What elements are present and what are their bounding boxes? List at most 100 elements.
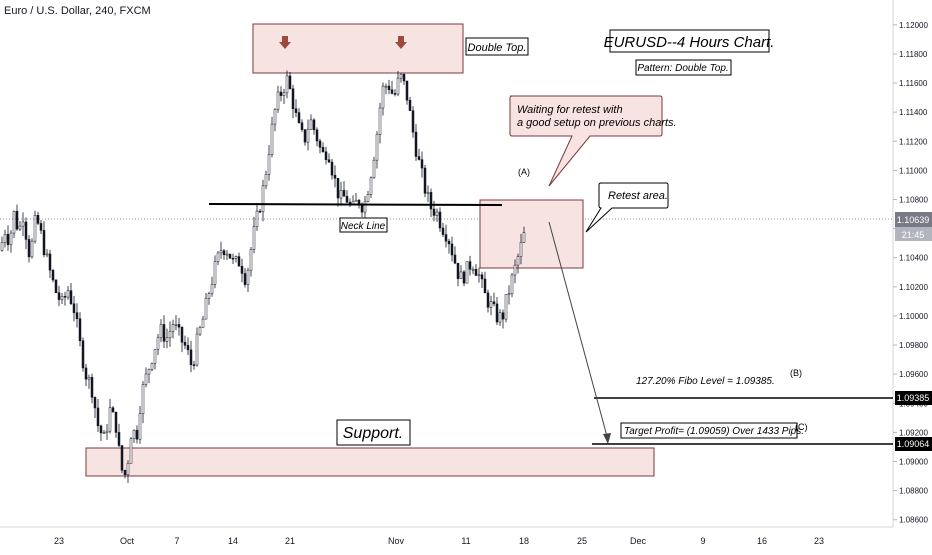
retest-callout: [585, 182, 669, 233]
candle-bull: [138, 413, 142, 440]
candle-bear: [63, 296, 67, 298]
candle-bear: [453, 254, 457, 264]
price-tick-label: 1.11400: [899, 108, 928, 117]
candle-bear: [423, 167, 427, 194]
candle-bear: [228, 253, 232, 259]
candle-bull: [150, 363, 154, 370]
candle-bear: [402, 73, 406, 82]
candle-bear: [222, 250, 226, 256]
price-tick-label: 1.09200: [899, 428, 928, 437]
candle-bear: [411, 110, 415, 133]
candle-bull: [45, 253, 49, 256]
candle-bear: [48, 253, 52, 271]
candle-bull: [159, 324, 163, 339]
neck-line[interactable]: [208, 203, 503, 206]
waiting-line-2: a good setup on previous charts.: [517, 117, 677, 129]
candle-bull: [66, 290, 70, 298]
candle-bull: [459, 271, 463, 279]
time-tick-label: 11: [461, 536, 470, 546]
candle-bull: [249, 249, 253, 271]
candle-bear: [120, 445, 124, 471]
candle-bull: [210, 283, 214, 294]
candle-bear: [360, 204, 364, 213]
price-tick-label: 1.12000: [899, 21, 928, 30]
candle-bear: [333, 174, 337, 179]
time-tick-label: 7: [174, 536, 179, 546]
price-tick-label: 1.10800: [899, 196, 928, 205]
support-label: Support.: [343, 425, 403, 442]
price-tick-label: 1.11600: [899, 79, 928, 88]
candle-bull: [261, 185, 265, 212]
double-top-label-box: [465, 37, 529, 56]
time-axis[interactable]: 23 Oct 7 14 21 Nov 11 18 25 Dec 9 16 23: [54, 536, 824, 546]
candle-bull: [255, 210, 259, 227]
candle-bear: [36, 215, 40, 224]
candle-bull: [375, 134, 379, 161]
candle-bull: [225, 253, 229, 256]
candle-bear: [480, 274, 484, 280]
candle-bear: [81, 340, 85, 369]
candle-bull: [354, 199, 358, 202]
price-scale-bg[interactable]: [893, 0, 932, 550]
candle-bear: [312, 119, 316, 131]
candle-bear: [123, 470, 127, 476]
candle-bear: [324, 151, 328, 160]
candle-bull: [396, 77, 400, 95]
price-tick-label: 1.10000: [899, 312, 928, 321]
candle-bear: [414, 131, 418, 157]
candle-bear: [303, 129, 307, 143]
projection-arrowhead: [603, 433, 611, 444]
candle-bear: [288, 75, 292, 89]
candle-bear: [408, 99, 412, 111]
candle-bear: [231, 258, 235, 260]
candle-bull: [198, 327, 202, 335]
candle-bull: [219, 250, 223, 254]
time-tick-label: 16: [757, 536, 767, 546]
candle-bull: [435, 211, 439, 216]
candle-bull: [129, 438, 133, 464]
candle-bull: [276, 91, 280, 110]
candle-bear: [345, 196, 349, 203]
candle-bear: [162, 324, 166, 342]
candle-bull: [141, 384, 145, 414]
candle-bear: [393, 93, 397, 95]
candle-bear: [93, 397, 97, 409]
candle-bear: [444, 234, 448, 242]
candle-bull: [60, 296, 64, 300]
candle-bull: [504, 294, 508, 320]
pattern-box: [635, 59, 732, 76]
candle-bear: [258, 210, 262, 213]
candle-bear: [135, 429, 139, 440]
candle-bull: [378, 107, 382, 135]
candle-bear: [111, 407, 115, 413]
candle-bear: [495, 303, 499, 323]
candle-bull: [216, 252, 220, 262]
candle-bull: [234, 256, 238, 259]
time-tick-label: Dec: [630, 536, 647, 546]
candle-bear: [237, 256, 241, 267]
candle-bear: [72, 303, 76, 313]
candle-bear: [90, 377, 94, 398]
symbol-label: Euro / U.S. Dollar, 240, FXCM: [4, 5, 151, 17]
price-tick-label: 1.10400: [899, 254, 928, 263]
fibo-level-badge: [895, 391, 932, 405]
candle-bear: [39, 223, 43, 231]
candle-bull: [273, 109, 277, 125]
candle-bear: [291, 88, 295, 109]
double-top-zone[interactable]: [252, 23, 464, 74]
candle-bull: [267, 154, 271, 175]
candle-bear: [330, 161, 334, 176]
neck-line-label-box: [339, 217, 388, 233]
candle-bull: [108, 407, 112, 432]
candles-group: [0, 70, 526, 483]
candle-bull: [0, 242, 4, 251]
retest-zone[interactable]: [479, 199, 584, 269]
support-zone[interactable]: [85, 447, 655, 477]
candle-bull: [33, 215, 37, 242]
chart-title: EURUSD--4 Hours Chart.: [604, 34, 775, 51]
candle-bear: [243, 273, 247, 285]
chart-title-box: [609, 29, 770, 53]
candle-bear: [300, 122, 304, 130]
